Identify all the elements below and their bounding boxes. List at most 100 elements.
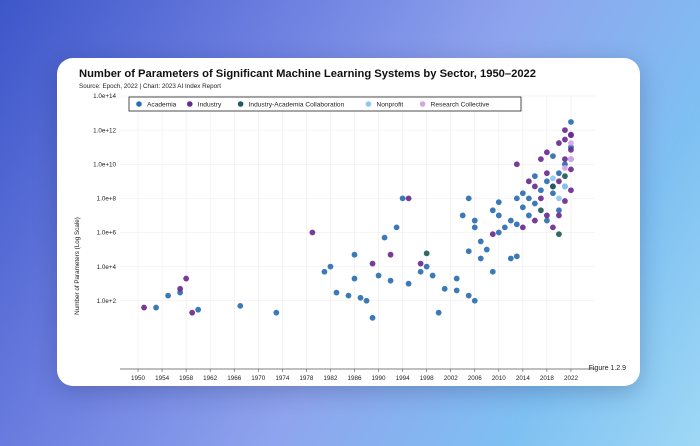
data-point bbox=[165, 292, 172, 299]
data-point bbox=[550, 224, 556, 231]
data-point bbox=[459, 212, 466, 219]
data-point bbox=[568, 166, 574, 173]
legend-label: Industry bbox=[198, 101, 222, 108]
data-point bbox=[465, 292, 472, 299]
y-tick-label: 1.0e+10 bbox=[93, 161, 116, 168]
data-point bbox=[531, 200, 538, 207]
data-point bbox=[333, 289, 340, 296]
legend-marker bbox=[419, 101, 426, 107]
data-point bbox=[495, 199, 502, 206]
data-point bbox=[556, 178, 562, 185]
x-tick-label: 2018 bbox=[540, 375, 555, 382]
data-point bbox=[387, 277, 394, 284]
data-point bbox=[562, 173, 568, 180]
data-point bbox=[537, 195, 544, 202]
data-point bbox=[495, 229, 502, 236]
legend-label: Industry-Academia Collaboration bbox=[249, 101, 345, 108]
data-point bbox=[513, 221, 520, 228]
data-point bbox=[519, 204, 526, 211]
data-point bbox=[562, 127, 568, 134]
data-point bbox=[153, 304, 159, 311]
data-point bbox=[327, 263, 334, 270]
data-point bbox=[465, 195, 472, 202]
x-tick-label: 2002 bbox=[444, 375, 459, 382]
y-axis-label: Number of Parameters (Log Scale) bbox=[74, 217, 81, 315]
x-tick-label: 1970 bbox=[251, 375, 266, 382]
data-point bbox=[345, 292, 352, 299]
data-point bbox=[537, 187, 544, 194]
y-tick-label: 1.0e+2 bbox=[97, 298, 117, 305]
data-point bbox=[556, 170, 562, 177]
y-tick-label: 1.0e+6 bbox=[97, 230, 117, 237]
x-tick-label: 1986 bbox=[347, 375, 362, 382]
data-point bbox=[537, 156, 544, 163]
y-tick-label: 1.0e+12 bbox=[93, 127, 116, 134]
data-point bbox=[562, 136, 568, 143]
x-tick-label: 1982 bbox=[323, 375, 338, 382]
data-point bbox=[369, 260, 376, 267]
legend-marker bbox=[136, 101, 142, 107]
data-point bbox=[568, 187, 574, 194]
data-point bbox=[453, 275, 460, 282]
data-point bbox=[568, 119, 574, 125]
x-tick-label: 1978 bbox=[299, 375, 314, 382]
x-tick-label: 1998 bbox=[420, 375, 435, 382]
data-point bbox=[351, 251, 358, 258]
data-point bbox=[543, 217, 550, 224]
data-point bbox=[435, 309, 442, 316]
data-point bbox=[568, 146, 574, 153]
data-point bbox=[387, 251, 394, 258]
data-point bbox=[507, 217, 514, 224]
data-point bbox=[183, 275, 190, 282]
y-tick-label: 1.0e+14 bbox=[93, 93, 116, 100]
legend-label: Academia bbox=[147, 101, 177, 108]
figure-label: Figure 1.2.9 bbox=[588, 365, 626, 372]
data-point bbox=[525, 212, 532, 219]
data-point bbox=[189, 309, 196, 316]
data-point bbox=[568, 156, 574, 163]
data-point bbox=[507, 255, 514, 262]
data-point bbox=[543, 149, 550, 156]
legend-label: Research Collective bbox=[431, 101, 490, 108]
data-point bbox=[369, 314, 376, 321]
data-point bbox=[489, 231, 496, 238]
data-point bbox=[273, 309, 280, 316]
data-point bbox=[483, 246, 490, 253]
x-tick-label: 1962 bbox=[203, 375, 218, 382]
data-point bbox=[513, 253, 520, 260]
data-point bbox=[556, 212, 562, 219]
data-point bbox=[550, 175, 556, 182]
y-tick-label: 1.0e+4 bbox=[97, 264, 117, 271]
data-point bbox=[423, 263, 430, 270]
data-point bbox=[357, 294, 364, 301]
data-point bbox=[465, 248, 472, 255]
data-point bbox=[495, 212, 502, 219]
data-point bbox=[381, 234, 388, 241]
data-point bbox=[562, 183, 568, 190]
x-tick-label: 1958 bbox=[179, 375, 194, 382]
data-point bbox=[556, 140, 562, 146]
data-point bbox=[441, 285, 448, 292]
data-point bbox=[537, 207, 544, 214]
data-point bbox=[543, 170, 550, 177]
data-point bbox=[177, 285, 184, 292]
data-point bbox=[550, 190, 556, 197]
data-point bbox=[513, 161, 520, 168]
data-point bbox=[525, 195, 532, 202]
x-tick-label: 1954 bbox=[155, 375, 170, 382]
chart-source: Source: Epoch, 2022 | Chart: 2023 AI Ind… bbox=[79, 83, 222, 90]
data-point bbox=[477, 255, 484, 262]
data-point bbox=[562, 165, 568, 171]
data-point bbox=[556, 231, 562, 238]
data-point bbox=[550, 153, 556, 160]
data-point bbox=[531, 217, 538, 224]
data-point bbox=[519, 224, 526, 231]
data-point bbox=[550, 183, 556, 190]
x-tick-label: 2022 bbox=[564, 375, 579, 382]
chart-card: Number of Parameters of Significant Mach… bbox=[57, 58, 640, 386]
data-point bbox=[363, 297, 370, 304]
x-tick-label: 1990 bbox=[372, 375, 387, 382]
data-point bbox=[429, 272, 436, 279]
data-point bbox=[471, 217, 478, 224]
data-point bbox=[568, 140, 574, 146]
